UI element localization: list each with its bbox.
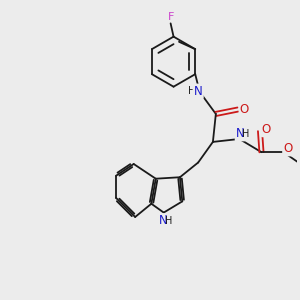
Text: O: O: [284, 142, 292, 155]
Text: F: F: [167, 13, 174, 22]
Text: H: H: [165, 216, 173, 226]
Text: N: N: [159, 214, 167, 227]
Text: O: O: [262, 123, 271, 136]
Text: N: N: [236, 127, 245, 140]
Text: H: H: [188, 86, 195, 96]
Text: O: O: [240, 103, 249, 116]
Text: H: H: [242, 129, 250, 139]
Text: N: N: [194, 85, 203, 98]
